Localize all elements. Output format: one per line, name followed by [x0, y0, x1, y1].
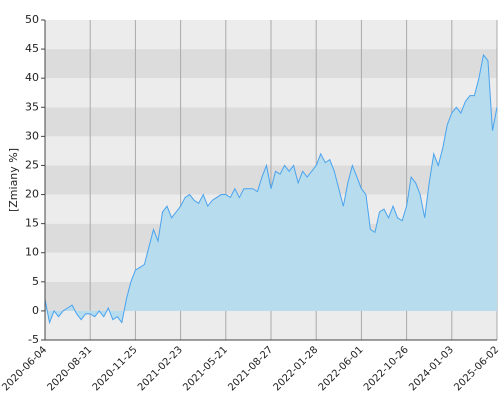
x-tick-label: 2022-10-26 [362, 344, 411, 393]
x-tick-label: 2020-06-04 [0, 344, 49, 393]
y-axis-label: [Zmiany %] [7, 148, 20, 212]
x-tick-label: 2021-05-21 [181, 344, 230, 393]
x-tick-label: 2022-06-01 [317, 344, 366, 393]
y-tick-label: 20 [25, 188, 39, 201]
y-tick-label: 15 [25, 217, 39, 230]
y-tick-label: 35 [25, 100, 39, 113]
x-tick-label: 2020-08-31 [46, 344, 95, 393]
y-tick-label: 10 [25, 246, 39, 259]
y-tick-label: 25 [25, 158, 39, 171]
x-tick-label: 2021-02-23 [136, 344, 185, 393]
x-tick-label: 2024-01-03 [407, 344, 456, 393]
y-tick-label: 0 [32, 304, 39, 317]
area [45, 54, 497, 323]
x-tick-label: 2021-08-27 [226, 344, 275, 393]
x-tick-label: 2022-01-28 [272, 344, 321, 393]
y-tick-label: 40 [25, 71, 39, 84]
y-tick-label: 30 [25, 129, 39, 142]
x-tick-label: 2020-11-25 [91, 344, 140, 393]
y-tick-label: 5 [32, 275, 39, 288]
y-tick-label: -5 [28, 333, 39, 346]
x-tick-label: 2025-06-02 [452, 344, 500, 393]
line [44, 53, 498, 325]
y-tick-label: 45 [25, 42, 39, 55]
y-tick-label: 50 [25, 13, 39, 26]
